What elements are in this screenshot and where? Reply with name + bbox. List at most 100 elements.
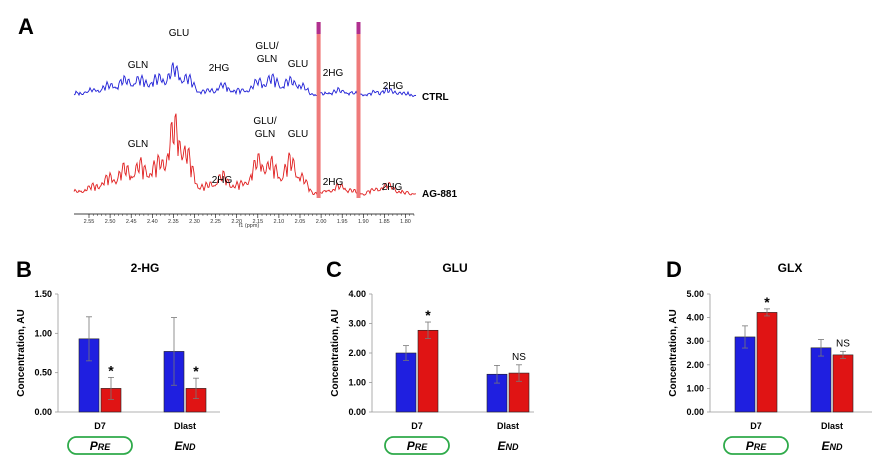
significance-star: *	[108, 362, 114, 378]
category-label: Dlast	[497, 421, 519, 431]
ctrl-label-glu-gln-line1: GLU/	[255, 41, 279, 52]
y-axis-label: Concentration, AU	[668, 309, 679, 396]
ppm-tick-label: 2.40	[147, 219, 158, 225]
y-tick-label: 0.50	[34, 368, 52, 378]
y-tick-label: 0.00	[686, 407, 704, 417]
ctrl-label-2hg-2: 2HG	[323, 68, 344, 79]
panel-d: D GLX Concentration, AU 0.00 1.00 2.00 3.00 4.…	[666, 257, 872, 455]
ppm-tick-label: 2.00	[316, 219, 327, 225]
y-tick-label: 1.00	[686, 383, 704, 393]
ag881-peak-labels: GLN 2HG GLU/ GLN GLU 2HG 2HG AG-881	[128, 116, 458, 200]
y-tick-label: 2.00	[348, 348, 366, 358]
category-label: D7	[411, 421, 423, 431]
significance-star: *	[193, 363, 199, 379]
panel-letter-d: D	[666, 257, 682, 282]
phase-label: END	[174, 439, 196, 453]
ag881-label-2hg-3: 2HG	[382, 182, 403, 193]
y-tick-label: 3.00	[686, 336, 704, 346]
y-tick-label: 4.00	[348, 289, 366, 299]
significance-star: *	[764, 294, 770, 310]
ag881-label-glu-2: GLU	[288, 129, 309, 140]
ppm-tick-label: 1.85	[379, 219, 390, 225]
y-axis-label: Concentration, AU	[330, 309, 341, 396]
panel-b: B 2-HG Concentration, AU 0.00 0.50 1.00 1.50 *…	[16, 257, 220, 455]
ppm-tick-label: 2.35	[168, 219, 179, 225]
panel-a: A 2.55 2.50 2.45 2.40 2.35 2.30 2.25 2.20 2.15 2.…	[18, 14, 457, 229]
bar-ctrl-d7	[395, 352, 417, 413]
ppm-ticks: 2.55 2.50 2.45 2.40 2.35 2.30 2.25 2.20 2.15 2.10…	[84, 214, 415, 225]
chart-title: GLU	[442, 261, 467, 275]
ppm-tick-label: 2.30	[189, 219, 200, 225]
ctrl-label-2hg-3: 2HG	[383, 81, 404, 92]
ctrl-label-glu-gln-line2: GLN	[257, 54, 278, 65]
y-tick-label: 3.00	[348, 319, 366, 329]
ppm-axis-caption: f1 (ppm)	[239, 223, 260, 229]
ppm-tick-label: 2.05	[295, 219, 306, 225]
phase-label: END	[821, 439, 843, 453]
ctrl-label-glu-2: GLU	[288, 59, 309, 70]
ag881-trace-label: AG-881	[422, 189, 457, 200]
ppm-tick-label: 2.15	[252, 219, 263, 225]
significance-star: *	[425, 307, 431, 323]
phase-pill	[67, 436, 133, 455]
ctrl-spectrum-trace	[73, 62, 417, 98]
ag881-label-glu-gln-line2: GLN	[255, 129, 276, 140]
y-axis-label: Concentration, AU	[16, 309, 27, 396]
offscale-peak-2-00	[316, 22, 321, 198]
ag881-label-gln: GLN	[128, 139, 149, 150]
category-label: D7	[94, 421, 106, 431]
ag881-spectrum-trace	[73, 113, 417, 196]
ppm-tick-label: 2.55	[84, 219, 95, 225]
ppm-tick-label: 1.80	[400, 219, 411, 225]
panel-letter-b: B	[16, 257, 32, 282]
y-tick-label: 1.00	[34, 328, 52, 338]
phase-label: END	[497, 439, 519, 453]
ns-label: NS	[836, 338, 850, 349]
category-label: Dlast	[174, 421, 196, 431]
y-tick-label: 0.00	[348, 407, 366, 417]
y-tick-label: 2.00	[686, 360, 704, 370]
ag881-label-2hg-1: 2HG	[212, 175, 233, 186]
ns-label: NS	[512, 352, 526, 363]
y-tick-label: 0.00	[34, 407, 52, 417]
ppm-tick-label: 2.50	[105, 219, 116, 225]
chart-title: 2-HG	[131, 261, 160, 275]
phase-pill	[723, 436, 789, 455]
phase-label: PRE	[746, 439, 768, 453]
panel-letter-a: A	[18, 14, 34, 39]
phase-pill	[384, 436, 450, 455]
y-tick-label: 1.50	[34, 289, 52, 299]
panel-letter-c: C	[326, 257, 342, 282]
ppm-tick-label: 2.25	[210, 219, 221, 225]
panel-c: C GLU Concentration, AU 0.00 1.00 2.00 3.00 4.…	[326, 257, 534, 455]
ctrl-label-gln: GLN	[128, 60, 149, 71]
offscale-peaks	[316, 22, 361, 198]
ppm-tick-label: 2.10	[274, 219, 285, 225]
ag881-label-2hg-2: 2HG	[323, 177, 344, 188]
category-label: D7	[750, 421, 762, 431]
bar-ag-881-d7	[417, 329, 439, 413]
chart-title: GLX	[778, 261, 803, 275]
y-tick-label: 5.00	[686, 289, 704, 299]
ppm-tick-label: 2.20	[231, 219, 242, 225]
ctrl-peak-labels: GLN GLU 2HG GLU/ GLN GLU 2HG 2HG CTRL	[128, 28, 449, 103]
ctrl-trace-label: CTRL	[422, 92, 449, 103]
ag881-label-glu-gln-line1: GLU/	[253, 116, 277, 127]
offscale-peak-cap-1-90	[356, 22, 361, 34]
bar-ag-881-dlast	[832, 354, 854, 413]
offscale-peak-1-90	[356, 22, 361, 198]
bar-ag-881-d7	[756, 312, 778, 413]
category-label: Dlast	[821, 421, 843, 431]
phase-label: PRE	[90, 439, 112, 453]
ppm-tick-label: 1.90	[358, 219, 369, 225]
ctrl-label-glu: GLU	[169, 28, 190, 39]
ppm-tick-label: 2.45	[126, 219, 137, 225]
offscale-peak-cap-2-00	[316, 22, 321, 34]
y-tick-label: 1.00	[348, 378, 366, 388]
ctrl-label-2hg-1: 2HG	[209, 63, 230, 74]
bar-ctrl-dlast	[810, 347, 832, 413]
ppm-tick-label: 1.95	[337, 219, 348, 225]
y-tick-label: 4.00	[686, 313, 704, 323]
phase-label: PRE	[407, 439, 429, 453]
